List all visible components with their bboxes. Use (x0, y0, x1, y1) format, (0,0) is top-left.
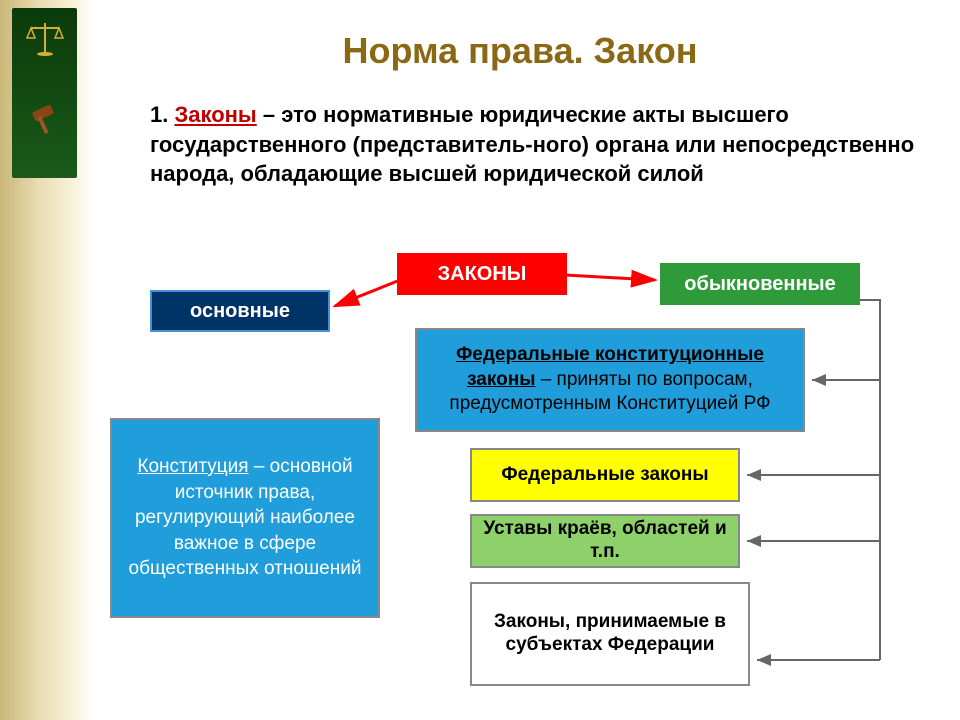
constitution-text: Конституция – основной источник права, р… (118, 454, 372, 582)
gavel-icon (25, 98, 65, 138)
main-label: основные (190, 300, 290, 323)
constitution-term: Конституция (137, 456, 248, 477)
constitution-node: Конституция – основной источник права, р… (110, 418, 380, 618)
federal-label: Федеральные законы (501, 464, 708, 487)
ustavy-node: Уставы краёв, областей и т.п. (470, 514, 740, 568)
scales-icon (25, 18, 65, 58)
subjects-label: Законы, принимаемые в субъектах Федераци… (478, 611, 742, 657)
ordinary-node: обыкновенные (660, 263, 860, 305)
ordinary-label: обыкновенные (684, 273, 835, 296)
laws-label: ЗАКОНЫ (438, 263, 527, 286)
laws-node: ЗАКОНЫ (397, 253, 567, 295)
arrow-laws-main (335, 280, 400, 306)
definition-term: Законы (174, 102, 256, 127)
definition-sep: – (257, 102, 281, 127)
arrow-laws-ordinary (565, 275, 655, 280)
federal-node: Федеральные законы (470, 448, 740, 502)
fedconst-text: Федеральные конституционные законы – при… (423, 343, 797, 417)
definition-text: 1. Законы – это нормативные юридические … (150, 100, 920, 189)
slide-title: Норма права. Закон (100, 30, 940, 72)
definition-number: 1. (150, 102, 174, 127)
ustavy-label: Уставы краёв, областей и т.п. (478, 518, 732, 564)
emblem-panel (12, 8, 77, 178)
connector-spine (860, 300, 880, 660)
fedconst-node: Федеральные конституционные законы – при… (415, 328, 805, 432)
subjects-node: Законы, принимаемые в субъектах Федераци… (470, 582, 750, 686)
main-node: основные (150, 290, 330, 332)
